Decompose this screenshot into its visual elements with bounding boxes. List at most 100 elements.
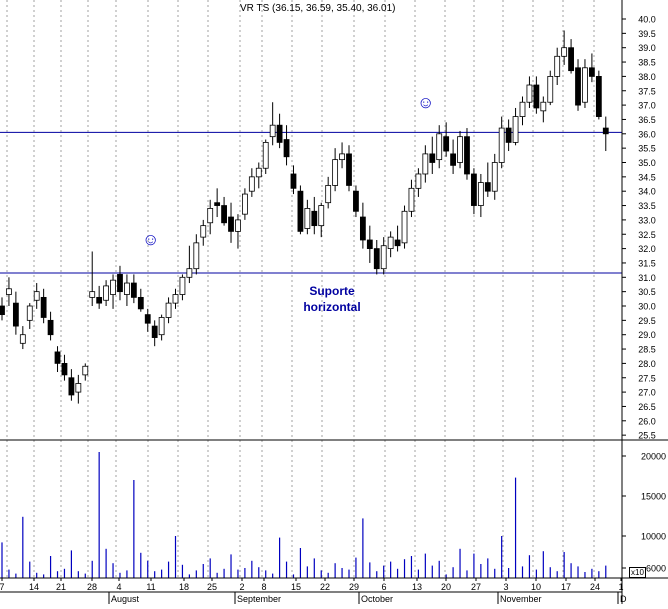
price-tick-label: 34.0 — [638, 187, 656, 197]
day-label: 3 — [503, 582, 508, 592]
candle — [498, 116, 505, 169]
smiley-icon: ☺ — [417, 93, 435, 112]
candle-body — [394, 239, 401, 247]
candle-body — [339, 153, 345, 161]
candle-body — [6, 288, 12, 295]
candle — [255, 162, 262, 189]
candle-body — [75, 383, 82, 393]
candle — [33, 283, 40, 309]
candle-body — [26, 305, 33, 321]
candle-body — [151, 325, 158, 338]
candle — [561, 30, 568, 65]
horizontal-lines — [0, 131, 622, 274]
price-tick-label: 28.0 — [638, 359, 656, 369]
day-label: 6 — [381, 582, 386, 592]
candle — [0, 297, 5, 321]
month-label: October — [361, 594, 393, 604]
candle — [68, 369, 75, 401]
candle-body — [117, 274, 123, 293]
price-tick-label: 39.5 — [638, 29, 656, 39]
month-label: August — [111, 594, 140, 604]
candle-body — [89, 291, 96, 298]
day-label: 13 — [412, 582, 422, 592]
price-tick-label: 34.5 — [638, 172, 656, 182]
volume-axis: 6000 10000 15000 20000 — [622, 452, 666, 574]
candle — [283, 125, 290, 166]
candle-body — [582, 67, 588, 103]
day-label: 21 — [56, 582, 66, 592]
candle-body — [561, 47, 568, 57]
candle-body — [595, 76, 602, 117]
candle — [124, 274, 130, 306]
candle-body — [408, 187, 415, 212]
candle-body — [207, 208, 214, 224]
price-tick-label: 32.5 — [638, 230, 656, 240]
candle — [526, 76, 533, 108]
price-tick-label: 39.0 — [638, 43, 656, 53]
candle — [512, 107, 519, 146]
candle-body — [498, 127, 505, 163]
price-tick-label: 27.0 — [638, 388, 656, 398]
price-tick-label: 26.0 — [638, 416, 656, 426]
candle — [477, 173, 484, 218]
candle — [207, 199, 214, 235]
candle-body — [477, 182, 484, 206]
candle — [241, 188, 248, 220]
price-tick-label: 30.0 — [638, 302, 656, 312]
candle — [464, 128, 470, 180]
volume-tick-label: 15000 — [641, 492, 666, 502]
candle-body — [540, 101, 547, 112]
candle-body — [526, 84, 533, 103]
candle — [471, 168, 477, 215]
candles-series — [0, 30, 609, 404]
candle — [297, 185, 304, 235]
candle — [540, 96, 547, 123]
candle-body — [124, 282, 130, 295]
day-label: 4 — [116, 582, 121, 592]
day-label: 29 — [349, 582, 359, 592]
price-tick-label: 32.0 — [638, 244, 656, 254]
price-axis: 25.5 26.0 26.5 27.0 27.5 28.0 28.5 29.0 29.5 30.0… — [622, 15, 656, 441]
day-label: 7 — [0, 582, 5, 592]
candle-body — [366, 239, 373, 250]
day-label: 11 — [146, 582, 155, 592]
candle — [179, 274, 186, 301]
candle — [158, 314, 165, 341]
price-tick-label: 38.0 — [638, 72, 656, 82]
candle — [89, 251, 96, 306]
price-tick-label: 30.5 — [638, 287, 656, 297]
volume-tick-label: 6000 — [646, 564, 666, 574]
candle — [582, 59, 588, 108]
candle — [228, 202, 234, 243]
smiley-icon: ☺ — [142, 230, 160, 249]
price-tick-label: 27.5 — [638, 373, 656, 383]
candle-body — [130, 282, 137, 298]
candle — [130, 274, 137, 304]
day-label: 28 — [87, 582, 97, 592]
candle-body — [443, 136, 450, 152]
candle — [484, 162, 491, 197]
candle-body — [33, 291, 40, 301]
day-label: 8 — [261, 582, 266, 592]
month-label: D — [620, 594, 627, 604]
price-tick-label: 33.5 — [638, 201, 656, 211]
candle — [575, 59, 581, 111]
price-tick-label: 35.5 — [638, 144, 656, 154]
candle — [422, 145, 429, 183]
candle — [547, 70, 554, 106]
price-tick-label: 33.0 — [638, 215, 656, 225]
candle — [54, 346, 61, 373]
candle — [75, 374, 82, 404]
candle — [429, 136, 436, 174]
candle-body — [575, 67, 581, 106]
candle — [519, 96, 526, 126]
volume-tick-label: 10000 — [641, 532, 666, 542]
candle — [144, 308, 151, 332]
candle-body — [547, 76, 554, 103]
candle — [505, 119, 512, 152]
candle — [19, 326, 26, 350]
candle — [311, 196, 318, 235]
